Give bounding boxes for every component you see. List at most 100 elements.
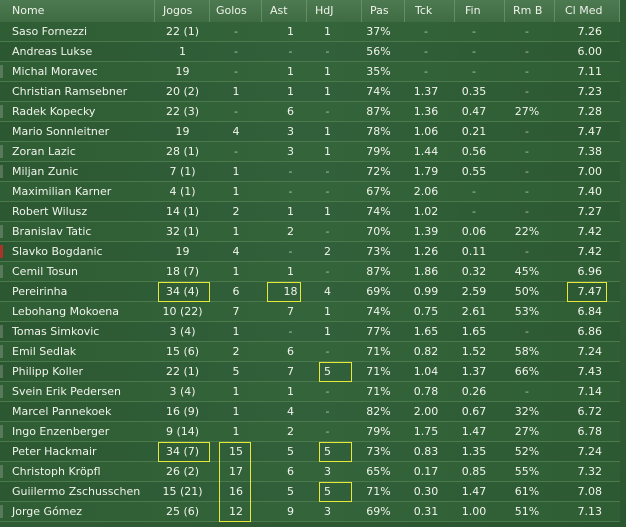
cell-name[interactable]: Jorge Gómez — [12, 505, 83, 518]
cell-golos: 17 — [229, 465, 243, 478]
table-row[interactable]: Peter Hackmair 34 (7) 15 5 5 73% 0.83 1.35 52% 7.… — [0, 442, 620, 462]
table-row[interactable]: Zoran Lazic 28 (1) - 3 1 79% 1.44 0.56 - 7.38 — [0, 142, 620, 162]
table-row[interactable]: Andreas Lukse 1 - - - 56% - - - 6.00 — [0, 42, 620, 62]
row-status-marker — [0, 365, 3, 378]
table-row[interactable]: Miljan Zunic 7 (1) 1 - - 72% 1.79 0.55 - 7.00 — [0, 162, 620, 182]
cell-jogos: 16 (9) — [165, 405, 200, 418]
cell-name[interactable]: Pereirinha — [12, 285, 68, 298]
cell-name[interactable]: Branislav Tatic — [12, 225, 92, 238]
column-header-jogos[interactable]: Jogos — [155, 0, 210, 22]
cell-name[interactable]: Saso Fornezzi — [12, 25, 88, 38]
cell-jogos: 7 (1) — [169, 165, 196, 178]
table-row[interactable]: Michal Moravec 19 - 1 1 35% - - - 7.11 — [0, 62, 620, 82]
column-header-rmb[interactable]: Rm B — [505, 0, 555, 22]
table-row[interactable]: Guiilermo Zschusschen 15 (21) 16 5 5 71% 0.30 1… — [0, 482, 620, 502]
cell-ast: 2 — [287, 225, 294, 238]
cell-name[interactable]: Christian Ramsebner — [12, 85, 128, 98]
table-row[interactable]: Pereirinha 34 (4) 6 18 4 69% 0.99 2.59 50% 7.47 — [0, 282, 620, 302]
cell-pas: 67% — [366, 185, 391, 198]
table-row[interactable]: Branislav Tatic 32 (1) 1 2 - 70% 1.39 0.06 22% 7.… — [0, 222, 620, 242]
cell-golos: 16 — [229, 485, 243, 498]
table-row[interactable]: Saso Fornezzi 22 (1) - 1 1 37% - - - 7.26 — [0, 22, 620, 42]
column-header-tck[interactable]: Tck — [405, 0, 455, 22]
cell-ast: 1 — [287, 85, 294, 98]
cell-name[interactable]: Mario Sonnleitner — [12, 125, 110, 138]
table-row[interactable]: Cemil Tosun 18 (7) 1 1 - 87% 1.86 0.32 45% 6.96 — [0, 262, 620, 282]
cell-pas: 79% — [366, 145, 391, 158]
table-row[interactable]: Jorge Gómez 25 (6) 12 9 3 69% 0.31 1.00 51% 7.13 — [0, 502, 620, 522]
cell-name[interactable]: Slavko Bogdanic — [12, 245, 103, 258]
cell-name[interactable]: Zoran Lazic — [12, 145, 76, 158]
cell-ast: 3 — [287, 125, 294, 138]
cell-name[interactable]: Robert Wilusz — [12, 205, 88, 218]
column-header-nome[interactable]: Nome — [0, 0, 155, 22]
column-header-fin[interactable]: Fin — [455, 0, 505, 22]
cell-golos: 2 — [232, 345, 240, 358]
cell-name[interactable]: Marcel Pannekoek — [12, 405, 112, 418]
cell-jogos: 32 (1) — [165, 225, 200, 238]
cell-hdj: - — [325, 425, 330, 438]
cell-rmb: - — [525, 185, 529, 198]
table-row[interactable]: Philipp Koller 22 (1) 5 7 5 71% 1.04 1.37 66% 7.4… — [0, 362, 620, 382]
cell-tck: 1.79 — [413, 165, 439, 178]
cell-name[interactable]: Lebohang Mokoena — [12, 305, 119, 318]
cell-ast: 1 — [287, 265, 294, 278]
cell-name[interactable]: Svein Erik Pedersen — [12, 385, 121, 398]
column-header-golos[interactable]: Golos — [210, 0, 262, 22]
cell-name[interactable]: Miljan Zunic — [12, 165, 79, 178]
cell-fin: - — [472, 185, 476, 198]
cell-jogos: 15 (6) — [165, 345, 200, 358]
cell-name[interactable]: Maximilian Karner — [12, 185, 112, 198]
cell-golos: 1 — [232, 185, 240, 198]
cell-pas: 82% — [366, 405, 391, 418]
table-row[interactable]: Christoph Kröpfl 26 (2) 17 6 3 65% 0.17 0.85 55%… — [0, 462, 620, 482]
cell-tck: 2.06 — [413, 185, 439, 198]
cell-tck: 1.36 — [413, 105, 439, 118]
cell-pas: 35% — [366, 65, 391, 78]
cell-name[interactable]: Michal Moravec — [12, 65, 98, 78]
table-row[interactable]: Emil Sedlak 15 (6) 2 6 - 71% 0.82 1.52 58% 7.24 — [0, 342, 620, 362]
cell-hdj: 1 — [324, 305, 331, 318]
table-row[interactable]: Slavko Bogdanic 19 4 - 2 73% 1.26 0.11 - 7.42 — [0, 242, 620, 262]
cell-name[interactable]: Andreas Lukse — [12, 45, 93, 58]
table-row[interactable]: Mario Sonnleitner 19 4 3 1 78% 1.06 0.21 - 7.47 — [0, 122, 620, 142]
table-row[interactable]: Radek Kopecky 22 (3) - 6 - 87% 1.36 0.47 27% 7.28 — [0, 102, 620, 122]
table-row[interactable]: Ingo Enzenberger 9 (14) 1 2 - 79% 1.75 1.47 27% 6… — [0, 422, 620, 442]
column-header-ast[interactable]: Ast — [262, 0, 307, 22]
cell-name[interactable]: Ingo Enzenberger — [12, 425, 110, 438]
cell-fin: 0.06 — [461, 225, 487, 238]
cell-pas: 37% — [366, 25, 391, 38]
table-row[interactable]: Lebohang Mokoena 10 (22) 7 7 1 74% 0.75 2.61 53%… — [0, 302, 620, 322]
cell-golos: 12 — [229, 505, 243, 518]
cell-name[interactable]: Philipp Koller — [12, 365, 84, 378]
cell-name[interactable]: Emil Sedlak — [12, 345, 77, 358]
row-status-marker — [0, 385, 3, 398]
column-header-pas[interactable]: Pas — [362, 0, 405, 22]
column-header-hdj[interactable]: HdJ — [307, 0, 362, 22]
table-row[interactable]: Marcel Pannekoek 16 (9) 1 4 - 82% 2.00 0.67 32% 6… — [0, 402, 620, 422]
cell-rmb: 50% — [514, 285, 540, 298]
cell-clmed: 7.24 — [577, 345, 603, 358]
cell-fin: - — [472, 45, 476, 58]
cell-tck: 0.83 — [413, 445, 439, 458]
cell-name[interactable]: Peter Hackmair — [12, 445, 97, 458]
cell-name[interactable]: Christoph Kröpfl — [12, 465, 101, 478]
table-row[interactable]: Christian Ramsebner 20 (2) 1 1 1 74% 1.37 0.35 -… — [0, 82, 620, 102]
cell-name[interactable]: Radek Kopecky — [12, 105, 96, 118]
table-row[interactable]: Tomas Simkovic 3 (4) 1 - 1 77% 1.65 1.65 - 6.86 — [0, 322, 620, 342]
cell-name[interactable]: Guiilermo Zschusschen — [12, 485, 141, 498]
cell-hdj: 3 — [324, 465, 331, 478]
cell-tck: - — [424, 65, 428, 78]
cell-jogos: 10 (22) — [162, 305, 203, 318]
cell-ast: 4 — [287, 405, 294, 418]
table-row[interactable]: Svein Erik Pedersen 3 (4) 1 1 - 71% 0.78 0.26 - 7… — [0, 382, 620, 402]
column-header-clmed[interactable]: Cl Med — [555, 0, 620, 22]
table-row[interactable]: Maximilian Karner 4 (1) 1 - - 67% 2.06 - - 7.40 — [0, 182, 620, 202]
cell-hdj: - — [325, 165, 330, 178]
table-row[interactable]: Robert Wilusz 14 (1) 2 1 1 74% 1.02 - - 7.27 — [0, 202, 620, 222]
cell-name[interactable]: Cemil Tosun — [12, 265, 79, 278]
cell-fin: 1.65 — [461, 325, 487, 338]
cell-ast: 7 — [287, 305, 294, 318]
cell-name[interactable]: Tomas Simkovic — [12, 325, 100, 338]
cell-ast: - — [288, 45, 293, 58]
